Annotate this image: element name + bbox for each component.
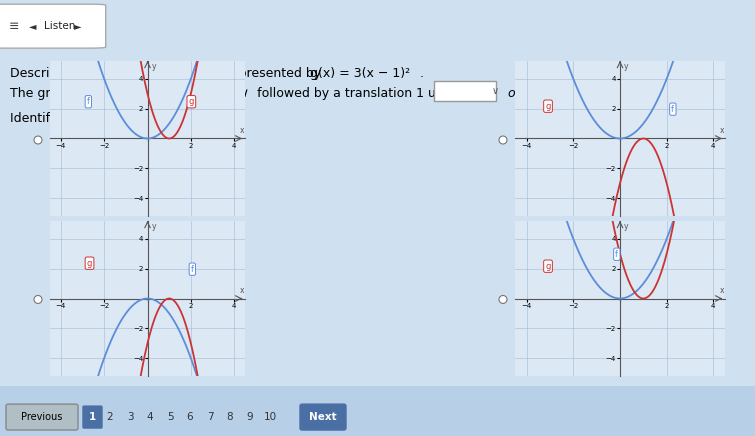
Circle shape <box>34 136 42 144</box>
FancyBboxPatch shape <box>434 81 496 101</box>
Circle shape <box>499 136 507 144</box>
Text: 5: 5 <box>167 412 174 422</box>
Text: 4: 4 <box>146 412 153 422</box>
Text: The graph of  g  is a: The graph of g is a <box>10 87 136 100</box>
Text: 3: 3 <box>127 412 134 422</box>
Text: 2: 2 <box>106 412 113 422</box>
Text: 8: 8 <box>226 412 233 422</box>
Text: y: y <box>152 222 156 232</box>
Text: y: y <box>624 62 629 72</box>
Text: f: f <box>87 97 90 106</box>
Text: y: y <box>152 62 156 72</box>
Text: g: g <box>189 97 194 106</box>
FancyBboxPatch shape <box>300 404 346 430</box>
Text: Listen: Listen <box>44 21 76 31</box>
Text: Previous: Previous <box>21 412 63 422</box>
Text: ∨: ∨ <box>230 86 237 96</box>
Text: x: x <box>720 126 724 135</box>
Text: g: g <box>545 262 550 271</box>
Text: ►: ► <box>74 21 82 31</box>
Text: Identify the graph of each function.: Identify the graph of each function. <box>10 112 232 125</box>
Text: g: g <box>545 102 550 111</box>
Text: f: f <box>671 105 674 114</box>
FancyBboxPatch shape <box>0 386 755 436</box>
FancyBboxPatch shape <box>83 406 102 428</box>
Text: 7: 7 <box>207 412 214 422</box>
Text: ∨  followed by a translation 1 unit: ∨ followed by a translation 1 unit <box>240 87 452 100</box>
Text: g: g <box>87 259 92 268</box>
Circle shape <box>499 296 507 303</box>
Text: ∨: ∨ <box>492 86 499 96</box>
Text: represented by: represented by <box>222 67 325 80</box>
Text: f: f <box>191 265 194 274</box>
FancyBboxPatch shape <box>117 81 234 101</box>
Text: g(x) = 3(x − 1)²: g(x) = 3(x − 1)² <box>310 67 410 80</box>
Text: 10: 10 <box>263 412 276 422</box>
FancyBboxPatch shape <box>0 4 106 48</box>
Text: x: x <box>239 126 244 135</box>
Text: f(x) = x²: f(x) = x² <box>167 67 220 80</box>
Text: x: x <box>720 286 724 295</box>
Text: x: x <box>239 286 244 295</box>
Text: 1: 1 <box>88 412 96 422</box>
Text: Describe the transformation of: Describe the transformation of <box>10 67 207 80</box>
FancyBboxPatch shape <box>6 404 78 430</box>
Text: ◄: ◄ <box>29 21 36 31</box>
Text: 9: 9 <box>247 412 254 422</box>
Circle shape <box>34 296 42 303</box>
Text: ≡: ≡ <box>9 20 20 33</box>
Text: .: . <box>420 67 424 80</box>
Text: 6: 6 <box>186 412 193 422</box>
Text: f: f <box>615 250 618 259</box>
Text: Next: Next <box>310 412 337 422</box>
Text: y: y <box>624 222 629 232</box>
Text: of the graph of  f.: of the graph of f. <box>500 87 617 100</box>
